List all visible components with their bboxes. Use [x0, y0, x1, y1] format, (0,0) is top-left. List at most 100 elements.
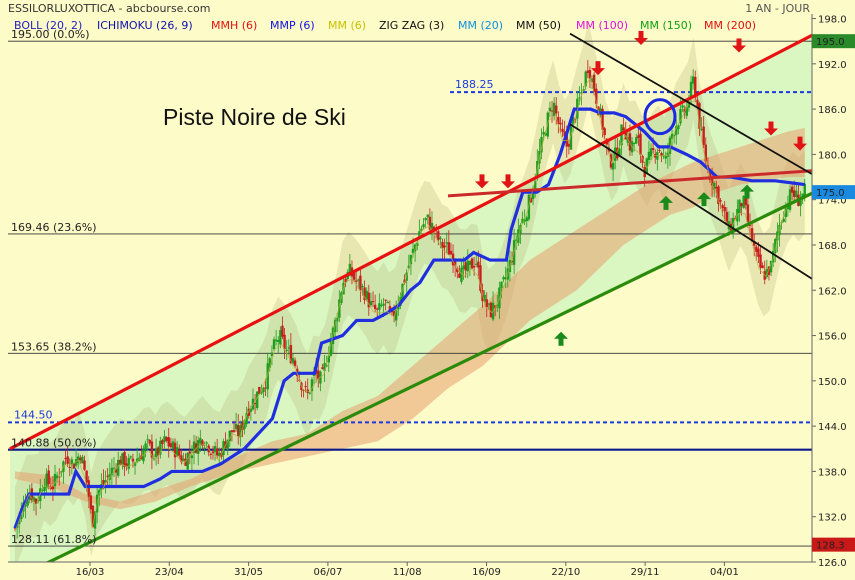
- candle-body: [660, 153, 663, 157]
- candle-body: [458, 273, 461, 278]
- candle-body: [308, 392, 312, 394]
- legend-item: ZIG ZAG (3): [379, 19, 444, 32]
- candle-body: [114, 468, 118, 473]
- candle-body: [700, 129, 703, 131]
- candle-body: [211, 451, 215, 454]
- candle-body: [689, 81, 693, 98]
- sell-arrow: [732, 38, 746, 53]
- candle-body: [496, 304, 499, 306]
- candle-body: [548, 107, 552, 112]
- dashed-level-label: 144.50: [14, 408, 53, 421]
- candle-body: [237, 425, 240, 437]
- candle-body: [365, 290, 368, 300]
- candle-body: [687, 101, 691, 108]
- candle-body: [477, 261, 480, 268]
- buy-arrow: [740, 184, 754, 199]
- candle-body: [510, 261, 514, 263]
- candle-body: [291, 358, 295, 364]
- sell-arrow: [501, 174, 515, 189]
- candle-body: [159, 440, 162, 455]
- candle-body: [228, 430, 232, 442]
- candle-body: [464, 262, 467, 271]
- candle-body: [637, 135, 640, 138]
- legend-item: MM (200): [704, 19, 756, 32]
- candle-body: [133, 462, 137, 466]
- sell-arrow-head: [501, 181, 515, 189]
- candle-body: [91, 505, 95, 527]
- candle-body: [740, 203, 743, 207]
- legend-item: BOLL (20, 2): [14, 19, 82, 32]
- candle-body: [106, 475, 109, 477]
- fib-level-label: 195.00 (0.0%): [11, 28, 90, 41]
- candle-body: [289, 344, 293, 364]
- candle-body: [234, 424, 238, 430]
- fib-level-label: 153.65 (38.2%): [11, 340, 97, 353]
- candle-body: [81, 456, 84, 464]
- candle-body: [354, 280, 358, 282]
- candle-body: [266, 363, 269, 390]
- buy-arrow: [659, 195, 673, 210]
- candle-body: [475, 263, 478, 265]
- high-price-tag-text: 195.0: [816, 37, 845, 48]
- candle-body: [723, 207, 726, 212]
- candle-body: [272, 339, 276, 350]
- candle-body: [47, 470, 50, 485]
- candle-body: [264, 387, 267, 389]
- y-tick-label: 144.0: [818, 422, 847, 433]
- sell-arrow: [591, 61, 605, 76]
- candle-body: [384, 299, 387, 301]
- candle-body: [74, 459, 78, 466]
- candle-body: [782, 218, 785, 222]
- x-tick-label: 16/09: [472, 567, 501, 578]
- candle-body: [479, 265, 482, 291]
- candle-body: [719, 200, 722, 202]
- candle-body: [26, 500, 29, 506]
- last-price-tag-text: 175.0: [816, 188, 845, 199]
- buy-arrow: [554, 331, 568, 346]
- candle-body: [614, 147, 617, 161]
- sell-arrow-head: [764, 128, 778, 136]
- candle-body: [449, 250, 453, 255]
- candle-body: [161, 440, 164, 445]
- candle-body: [260, 391, 263, 394]
- candle-body: [738, 199, 741, 214]
- candle-body: [199, 438, 202, 444]
- legend-item: MM (100): [576, 19, 628, 32]
- candle-body: [357, 279, 360, 281]
- candle-body: [555, 105, 558, 114]
- candle-body: [89, 495, 93, 510]
- candle-body: [230, 430, 234, 432]
- candle-body: [715, 187, 718, 189]
- candle-body: [561, 128, 564, 132]
- candle-body: [679, 108, 682, 124]
- candle-body: [102, 479, 105, 485]
- indicator-legend: BOLL (20, 2) ICHIMOKU (26, 9) MMH (6) MMP (…: [14, 19, 756, 32]
- y-tick-label: 126.0: [818, 558, 847, 569]
- candle-body: [765, 269, 769, 278]
- candle-body: [683, 108, 686, 113]
- dashed-level-label: 188.25: [455, 78, 494, 91]
- candle-body: [41, 490, 44, 492]
- high-price-tag-bg: [812, 34, 855, 49]
- candle-body: [205, 442, 208, 444]
- candle-body: [175, 447, 179, 457]
- candle-body: [371, 301, 375, 303]
- sell-arrow-shaft: [797, 136, 803, 145]
- y-tick-label: 162.0: [818, 286, 847, 297]
- candle-body: [85, 470, 88, 483]
- candle-body: [795, 190, 798, 198]
- candle-body: [394, 309, 398, 321]
- candle-body: [567, 143, 571, 147]
- candle-body: [171, 441, 175, 449]
- candle-body: [186, 453, 189, 470]
- candle-body: [755, 246, 758, 252]
- candle-body: [531, 192, 535, 200]
- candle-body: [584, 71, 587, 87]
- candle-body: [192, 441, 196, 454]
- candle-body: [386, 301, 389, 304]
- candle-body: [529, 197, 533, 203]
- support-trend-line: [45, 191, 812, 562]
- candle-body: [53, 473, 57, 487]
- candle-body: [382, 303, 385, 306]
- candle-body: [123, 451, 126, 468]
